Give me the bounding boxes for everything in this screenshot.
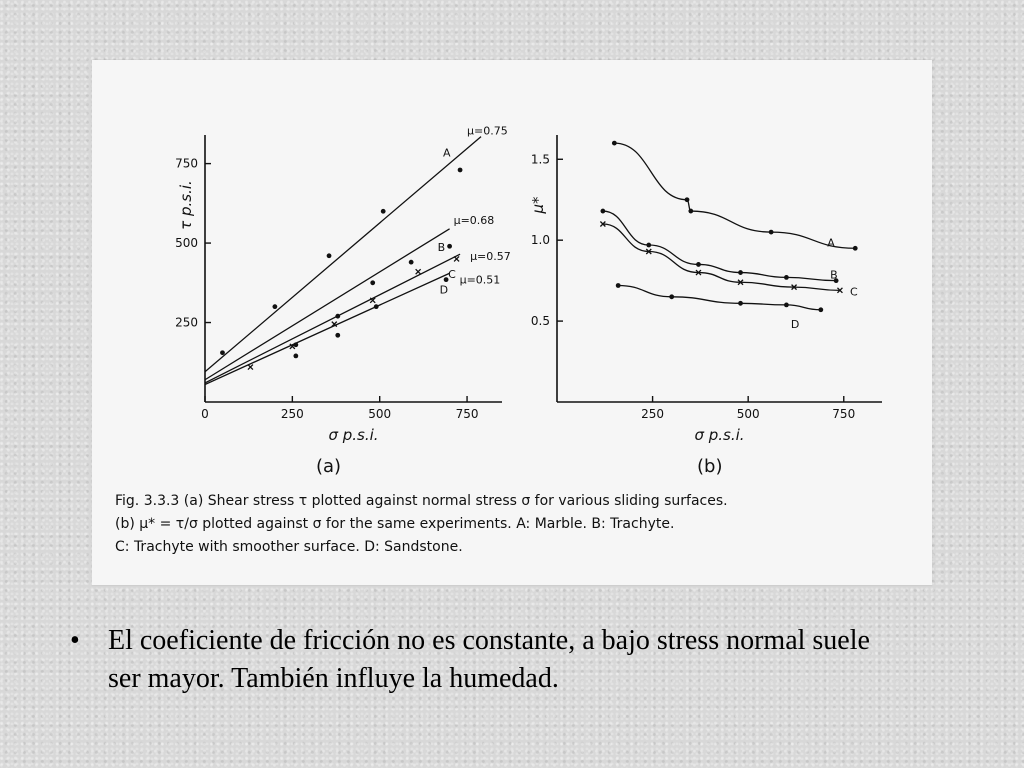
chart-b-series-b-point <box>696 262 701 267</box>
chart-b-y-axis-label: μ* <box>529 196 547 215</box>
chart-a-series-d-label: D <box>440 283 448 296</box>
chart-a-x-axis-label: σ p.s.i. <box>328 426 378 444</box>
chart-b-series-d-curve <box>618 284 821 311</box>
chart-b-series-b-curve <box>602 210 837 282</box>
chart-a-series-c-mu-label: μ=0.57 <box>470 250 511 263</box>
chart-a-series-b-mu-label: μ=0.68 <box>454 214 495 227</box>
chart-a-series-b-point <box>447 243 452 249</box>
chart-a-series-a-label: A <box>443 147 451 160</box>
chart-b-series-d-point <box>615 283 621 288</box>
chart-a-series-d-point <box>373 304 379 310</box>
chart-b-series-b-point <box>784 275 789 280</box>
chart-b-x-tick-label: 750 <box>832 407 855 421</box>
chart-b-series-d-label: D <box>791 318 799 331</box>
figure-caption-line3: C: Trachyte with smoother surface. D: Sa… <box>115 539 463 555</box>
chart-a-panel-label: (a) <box>316 456 341 477</box>
figure-caption-line1: Fig. 3.3.3 (a) Shear stress τ plotted ag… <box>115 493 728 509</box>
bullet-marker: • <box>70 625 80 656</box>
chart-a-series-d-mu-label: μ=0.51 <box>460 273 501 286</box>
chart-a-series-b-point <box>370 280 376 286</box>
chart-b-series-a-curve <box>614 142 856 249</box>
chart-b-series-a-point <box>852 245 858 251</box>
chart-b-y-tick-label: 0.5 <box>531 314 550 328</box>
chart-b-series-b-point <box>600 208 606 214</box>
chart-a-series-c-point <box>415 268 422 275</box>
chart-b-series-a-point <box>611 140 617 146</box>
chart-b-series-d-point <box>784 302 789 308</box>
chart-a-series-c-point <box>247 364 254 370</box>
chart-a-series-a-fit-line <box>204 136 482 373</box>
figure-caption-line2: (b) μ* = τ/σ plotted against σ for the s… <box>115 516 674 532</box>
chart-b-series-c-curve <box>602 223 840 291</box>
chart-a-x-tick-label: 750 <box>456 407 479 421</box>
chart-b-series-c-point <box>836 287 843 294</box>
chart-b-series-a-point <box>688 208 694 214</box>
chart-a-series-d-point <box>335 332 341 338</box>
chart-a-series-a-point <box>220 350 225 356</box>
chart-b-series-c-label: C <box>850 285 858 298</box>
chart-a-series-b-label: B <box>438 241 446 254</box>
chart-a-x-tick-label: 0 <box>201 407 209 421</box>
chart-a-series-d-point <box>443 277 449 283</box>
chart-b-series-a-point <box>684 197 690 203</box>
chart-a-series-c-fit-line <box>204 253 461 384</box>
chart-b-series-d-point <box>818 307 824 313</box>
chart-b-series-c-point <box>599 221 606 227</box>
chart-b-series-d-point <box>738 300 743 306</box>
chart-b-y-tick-label: 1.5 <box>531 152 550 166</box>
chart-a-series-d-point <box>293 353 299 359</box>
chart-a-series-a-point <box>380 208 386 214</box>
chart-a-x-tick-label: 500 <box>368 407 391 421</box>
chart-a-series-c-point <box>453 256 460 262</box>
chart-b-panel-label: (b) <box>697 456 722 477</box>
chart-b-series-c-point <box>695 269 702 276</box>
chart-a-series-a-point <box>326 253 332 259</box>
chart-b: 250 500 750 0.5 1.0 1.5 σ p.s.i. μ* A BC D <box>529 135 882 444</box>
chart-a-y-axis-label: τ p.s.i. <box>177 180 195 230</box>
chart-b-series-c-point <box>737 279 744 286</box>
chart-b-series-b-point <box>646 242 652 248</box>
chart-b-series-c-point <box>791 284 798 291</box>
chart-a-series-b-fit-line <box>204 228 450 381</box>
chart-a: 0 250 500 750 250 500 750 σ p.s.i. τ p.s.i. Aμ=0.… <box>175 125 511 444</box>
chart-a-y-tick-label: 500 <box>175 236 198 250</box>
figure-svg: 0 250 500 750 250 500 750 σ p.s.i. τ p.s.i. Aμ=0.… <box>115 125 882 555</box>
chart-b-y-tick-label: 1.0 <box>531 233 550 247</box>
chart-b-series-d-point <box>669 294 675 300</box>
bullet-text: El coeficiente de fricción no es constan… <box>108 625 870 694</box>
chart-a-series-a-point <box>457 167 463 173</box>
chart-b-series-a-label: A <box>827 236 835 249</box>
chart-a-series-a-point <box>272 304 278 310</box>
chart-a-y-tick-label: 750 <box>175 157 198 171</box>
chart-b-series-c-point <box>645 248 652 255</box>
chart-b-x-tick-label: 250 <box>641 407 664 421</box>
chart-b-x-axis-label: σ p.s.i. <box>694 426 744 444</box>
chart-a-x-tick-label: 250 <box>281 407 304 421</box>
chart-a-series-c-point <box>369 297 376 304</box>
chart-b-x-tick-label: 500 <box>737 407 760 421</box>
chart-b-series-b-label: B <box>830 269 838 282</box>
chart-b-series-b-point <box>833 278 839 284</box>
chart-a-series-a-mu-label: μ=0.75 <box>467 125 508 138</box>
chart-b-series-a-point <box>768 229 774 235</box>
chart-a-series-c-label: C <box>448 268 456 281</box>
chart-b-series-b-point <box>738 270 743 275</box>
chart-a-series-b-point <box>408 259 414 265</box>
chart-a-y-tick-label: 250 <box>175 316 198 330</box>
chart-a-series-d-fit-line <box>204 272 450 386</box>
